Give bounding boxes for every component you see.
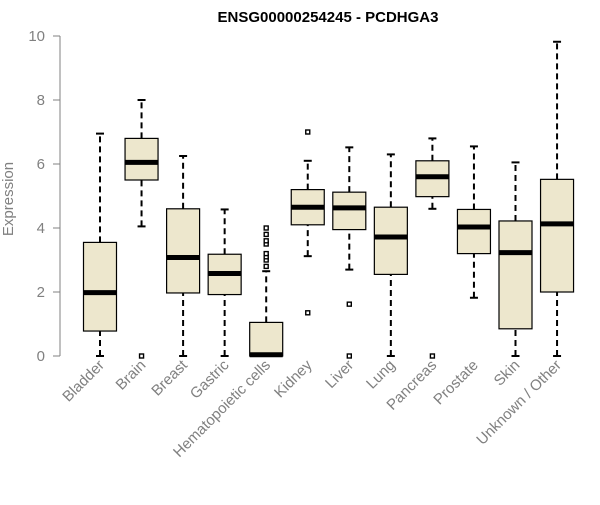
outlier-point bbox=[429, 353, 436, 359]
x-tick-label: Breast bbox=[148, 356, 191, 399]
y-tick-label: 10 bbox=[28, 28, 45, 45]
outlier-point bbox=[346, 353, 352, 359]
box-iqr bbox=[539, 178, 575, 293]
outlier-point bbox=[263, 250, 269, 257]
box-iqr bbox=[456, 208, 492, 255]
outlier-point bbox=[263, 225, 269, 231]
box-group bbox=[498, 161, 533, 357]
x-tick-label: Skin bbox=[491, 357, 524, 390]
box-group bbox=[332, 146, 367, 359]
x-tick-label: Prostate bbox=[430, 357, 482, 409]
box-group bbox=[290, 129, 325, 316]
box-group bbox=[539, 40, 575, 357]
outlier-point bbox=[138, 353, 145, 359]
outlier-point bbox=[263, 238, 269, 244]
y-tick-label: 8 bbox=[37, 92, 45, 109]
boxes-group bbox=[82, 40, 575, 359]
x-tick-label: Bladder bbox=[59, 357, 108, 406]
y-tick-label: 6 bbox=[37, 156, 45, 173]
box-group bbox=[456, 145, 492, 299]
outlier-point bbox=[305, 310, 311, 316]
box-group bbox=[415, 137, 450, 359]
x-tick-label: Liver bbox=[322, 357, 357, 392]
outlier-point bbox=[263, 263, 269, 270]
x-tick-label: Brain bbox=[113, 357, 150, 394]
box-iqr bbox=[498, 220, 533, 330]
y-tick-label: 2 bbox=[37, 284, 45, 301]
box-iqr bbox=[373, 206, 408, 275]
box-iqr bbox=[166, 208, 201, 294]
outlier-point bbox=[263, 231, 269, 238]
y-axis: 0 2 4 6 8 10 bbox=[28, 28, 61, 365]
box-group bbox=[373, 153, 408, 357]
x-tick-label: Lung bbox=[363, 357, 399, 393]
outlier-point bbox=[305, 129, 311, 135]
box-group bbox=[207, 208, 242, 357]
box-group bbox=[166, 155, 201, 357]
box-group bbox=[82, 132, 118, 357]
y-tick-label: 0 bbox=[37, 348, 45, 365]
box-iqr bbox=[124, 137, 159, 181]
box-iqr bbox=[332, 191, 367, 231]
outlier-point bbox=[346, 301, 352, 307]
chart-title: ENSG00000254245 - PCDHGA3 bbox=[218, 9, 439, 26]
y-axis-label: Expression bbox=[0, 162, 17, 236]
x-tick-label: Kidney bbox=[271, 356, 316, 401]
box-group bbox=[249, 225, 284, 358]
y-tick-label: 4 bbox=[37, 220, 45, 237]
box-iqr bbox=[82, 241, 118, 332]
box-group bbox=[124, 99, 159, 359]
box-iqr bbox=[249, 321, 284, 357]
